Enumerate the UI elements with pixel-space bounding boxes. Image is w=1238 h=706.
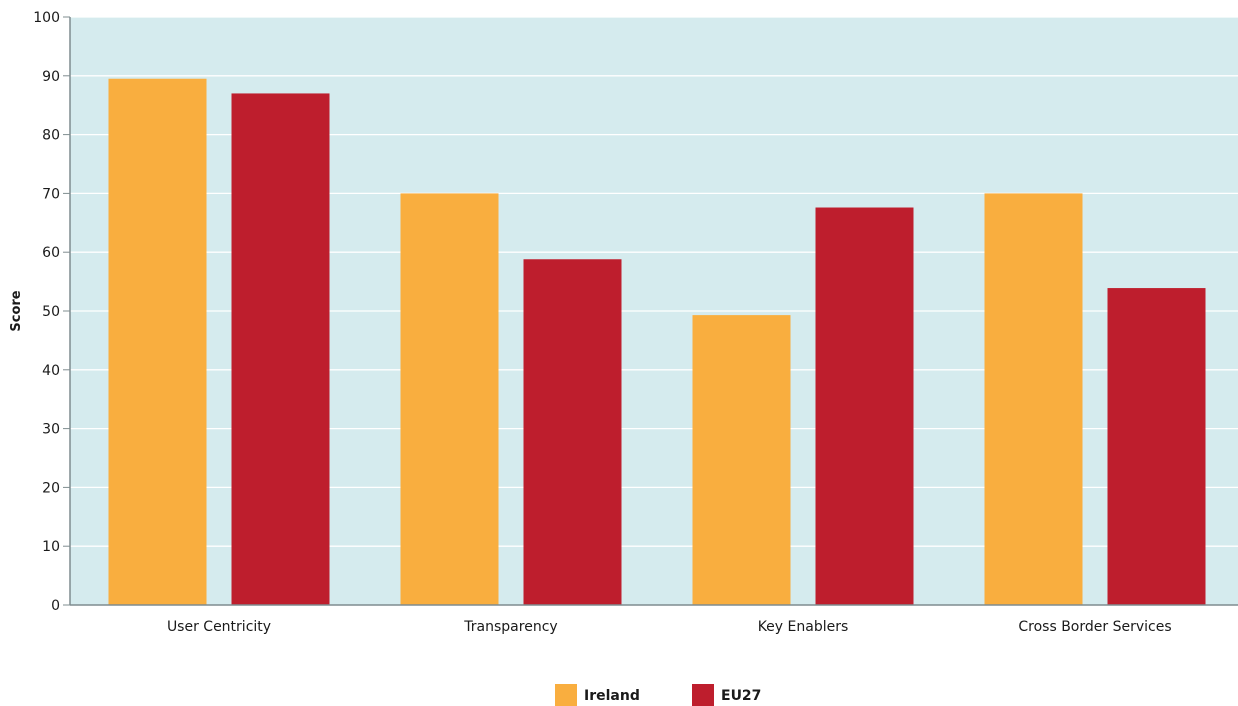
x-axis-labels: User Centricity Transparency Key Enablers C…: [167, 619, 1172, 635]
y-tick-label: 90: [42, 69, 60, 85]
bar-ireland: [108, 78, 207, 606]
y-tick-label: 50: [42, 304, 60, 320]
y-tick-label: 30: [42, 422, 60, 438]
y-axis-ticks: 0 10 20 30 40 50 60 70 80 90 100: [33, 10, 70, 614]
x-category-label: User Centricity: [167, 619, 271, 635]
y-tick-label: 70: [42, 186, 60, 202]
legend-swatch-eu27: [692, 684, 714, 706]
x-category-label: Cross Border Services: [1018, 619, 1171, 635]
y-tick-label: 80: [42, 128, 60, 144]
y-tick-label: 20: [42, 480, 60, 496]
bar-ireland: [984, 193, 1083, 605]
y-tick-label: 40: [42, 363, 60, 379]
x-category-label: Key Enablers: [758, 619, 849, 635]
bar-eu27: [815, 207, 914, 605]
legend: Ireland EU27: [555, 684, 761, 706]
y-tick-label: 0: [51, 598, 60, 614]
y-tick-label: 60: [42, 245, 60, 261]
legend-label-eu27: EU27: [721, 688, 761, 704]
y-tick-label: 100: [33, 10, 60, 26]
bars: [108, 78, 1206, 606]
legend-label-ireland: Ireland: [584, 688, 640, 704]
bar-eu27: [523, 259, 622, 605]
legend-swatch-ireland: [555, 684, 577, 706]
y-axis-title: Score: [9, 290, 24, 331]
bar-eu27: [1107, 288, 1206, 605]
y-tick-label: 10: [42, 539, 60, 555]
bar-eu27: [231, 93, 330, 605]
bar-ireland: [692, 315, 791, 605]
bar-ireland: [400, 193, 499, 605]
x-category-label: Transparency: [463, 619, 557, 635]
